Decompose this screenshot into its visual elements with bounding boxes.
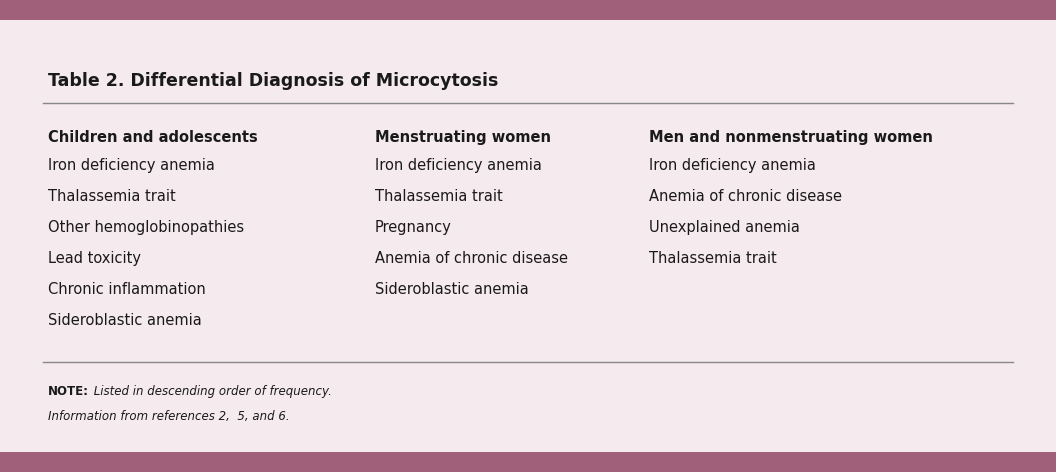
Text: Menstruating women: Menstruating women xyxy=(375,130,551,145)
Text: NOTE:: NOTE: xyxy=(48,385,89,398)
Text: Iron deficiency anemia: Iron deficiency anemia xyxy=(649,158,816,173)
Text: Thalassemia trait: Thalassemia trait xyxy=(375,189,503,204)
Bar xyxy=(0,452,1056,472)
Bar xyxy=(0,0,1056,20)
Text: Unexplained anemia: Unexplained anemia xyxy=(649,220,800,235)
Text: Iron deficiency anemia: Iron deficiency anemia xyxy=(375,158,542,173)
Text: Anemia of chronic disease: Anemia of chronic disease xyxy=(649,189,843,204)
Text: Children and adolescents: Children and adolescents xyxy=(48,130,258,145)
Text: Thalassemia trait: Thalassemia trait xyxy=(48,189,175,204)
Text: Anemia of chronic disease: Anemia of chronic disease xyxy=(375,251,568,266)
Text: Sideroblastic anemia: Sideroblastic anemia xyxy=(48,313,202,328)
Text: Listed in descending order of frequency.: Listed in descending order of frequency. xyxy=(90,385,332,398)
Text: Iron deficiency anemia: Iron deficiency anemia xyxy=(48,158,214,173)
Text: Chronic inflammation: Chronic inflammation xyxy=(48,282,205,297)
Text: Men and nonmenstruating women: Men and nonmenstruating women xyxy=(649,130,934,145)
Text: Thalassemia trait: Thalassemia trait xyxy=(649,251,777,266)
Text: Table 2. Differential Diagnosis of Microcytosis: Table 2. Differential Diagnosis of Micro… xyxy=(48,72,497,90)
Text: Other hemoglobinopathies: Other hemoglobinopathies xyxy=(48,220,244,235)
Text: Sideroblastic anemia: Sideroblastic anemia xyxy=(375,282,529,297)
Text: Information from references 2,  5, and 6.: Information from references 2, 5, and 6. xyxy=(48,410,289,423)
Text: Pregnancy: Pregnancy xyxy=(375,220,452,235)
Text: Lead toxicity: Lead toxicity xyxy=(48,251,140,266)
